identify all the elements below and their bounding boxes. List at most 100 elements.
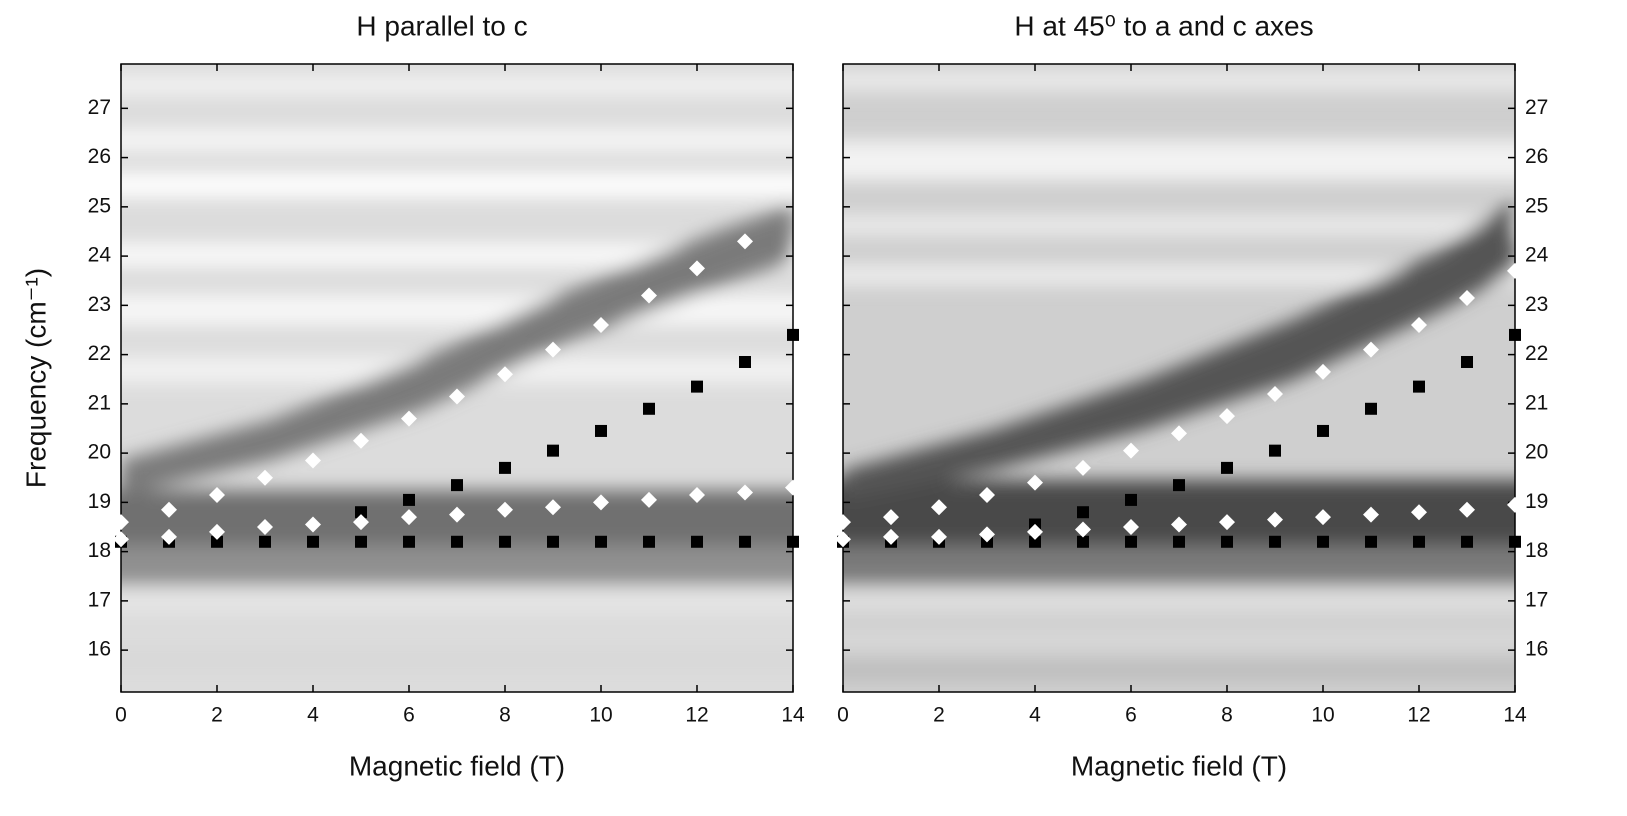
diamond-marker [785,479,801,496]
map-band [843,266,1515,284]
diamond-marker [593,494,609,511]
square-marker [451,479,463,492]
diamond-marker [931,499,947,516]
square-marker [451,535,463,548]
square-marker [691,380,703,393]
y-tick-label: 23 [88,293,111,316]
plot-frame [120,63,794,693]
panel: H parallel to c Magnetic field (T) Frequen… [20,10,805,781]
y-axis-label: Frequency (cm⁻¹) [20,268,51,488]
square-marker [355,535,367,548]
diamond-marker [161,528,177,545]
x-tick-label: 4 [307,704,319,727]
square-marker [1461,535,1473,548]
diamond-marker [1411,504,1427,521]
map-dark-band [121,545,793,585]
x-tick-label: 2 [933,704,945,727]
square-marker [1365,535,1377,548]
map-band [121,75,793,95]
map-band [843,660,1515,680]
diamond-marker [401,410,417,427]
diamond-marker [931,528,947,545]
map-layers [843,70,1515,680]
x-tick-label: 2 [211,704,223,727]
diamond-marker [1411,317,1427,334]
square-marker [595,535,607,548]
map-band [843,141,1515,159]
x-tick-label: 6 [403,704,415,727]
diamond-marker [353,432,369,449]
square-marker [595,424,607,437]
diamond-marker [1315,363,1331,380]
y-tick-label: 16 [1525,638,1548,661]
diamond-marker [883,509,899,526]
y-tick-label: 18 [88,539,111,562]
diamond-marker [689,486,705,503]
diamond-marker [1267,386,1283,403]
diamond-marker [1123,518,1139,535]
diamond-marker [1315,509,1331,526]
y-tick-label: 24 [1525,244,1549,267]
diamond-marker [1027,523,1043,540]
y-tick-label: 24 [88,244,112,267]
x-tick-label: 14 [781,704,805,727]
y-tick-label: 25 [88,194,111,217]
map-band [843,215,1515,235]
x-tick-label: 10 [589,704,612,727]
square-marker [1509,328,1521,341]
diamond-marker [1507,262,1523,279]
diamond-marker [1459,289,1475,306]
diamond-marker [1171,516,1187,533]
diamond-marker [1027,474,1043,491]
diamond-marker [545,499,561,516]
square-marker [1173,479,1185,492]
diamond-marker [113,531,129,548]
map-band [121,295,793,325]
x-tick-label: 14 [1503,704,1527,727]
square-marker [1509,535,1521,548]
square-marker [1077,535,1089,548]
intensity-map [843,64,1515,692]
square-marker [211,535,223,548]
y-tick-label: 23 [1525,293,1548,316]
diamond-marker [641,491,657,508]
y-tick-label: 26 [1525,145,1548,168]
square-marker [787,535,799,548]
x-axis-label: Magnetic field (T) [1071,750,1287,781]
diamond-marker [545,341,561,358]
diamond-marker [1267,511,1283,528]
diamond-marker [209,486,225,503]
square-marker [1269,535,1281,548]
square-marker [1269,444,1281,457]
y-tick-label: 22 [1525,342,1548,365]
diamond-marker [1363,506,1379,523]
y-tick-label: 21 [88,391,111,414]
square-marker [1029,535,1041,548]
square-marker [1317,424,1329,437]
diamond-marker [1219,514,1235,531]
diamond-marker [641,287,657,304]
diamond-marker [1363,341,1379,358]
map-band [121,129,793,151]
square-marker [499,535,511,548]
y-tick-label: 16 [88,638,111,661]
diamond-marker [449,506,465,523]
x-tick-label: 8 [1221,704,1233,727]
diamond-marker [835,531,851,548]
square-marker [499,461,511,474]
diamond-marker [835,514,851,531]
x-tick-label: 6 [1125,704,1137,727]
diamond-marker [1459,501,1475,518]
map-band [121,244,793,266]
map-band [121,589,793,611]
y-tick-label: 27 [1525,96,1548,119]
diamond-marker [1123,442,1139,459]
diamond-marker [401,509,417,526]
y-tick-label: 20 [88,441,111,464]
square-marker [307,535,319,548]
square-marker [1413,535,1425,548]
square-marker [1077,506,1089,519]
y-tick-label: 21 [1525,391,1548,414]
x-tick-label: 12 [685,704,708,727]
